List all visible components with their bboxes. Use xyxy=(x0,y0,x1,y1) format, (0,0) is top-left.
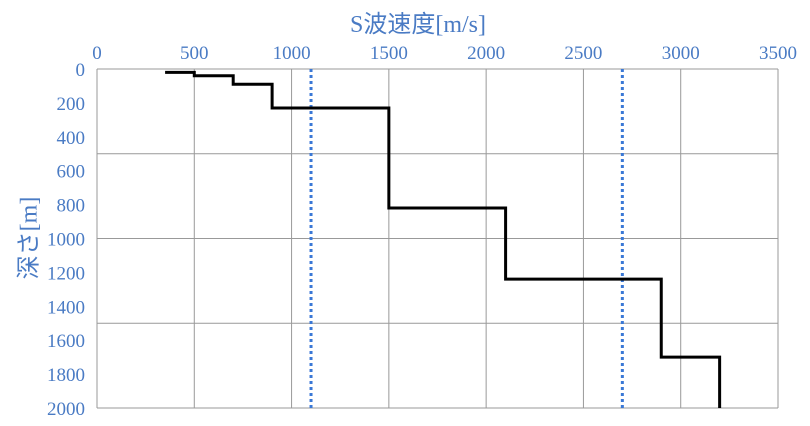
x-tick-label: 1000 xyxy=(273,43,311,64)
y-tick-label: 1400 xyxy=(47,297,85,318)
y-tick-label: 0 xyxy=(76,60,86,81)
y-tick-label: 1600 xyxy=(47,331,85,352)
velocity-profile xyxy=(165,70,722,408)
y-tick-label: 1800 xyxy=(47,365,85,386)
y-tick-label: 1000 xyxy=(47,230,85,251)
x-tick-label: 3500 xyxy=(759,43,797,64)
y-tick-label: 1200 xyxy=(47,263,85,284)
y-tick-label: 800 xyxy=(57,196,86,217)
x-axis-title: S波速度[m/s] xyxy=(349,12,486,38)
reference-lines xyxy=(309,69,624,408)
grid-lines xyxy=(96,68,779,409)
y-tick-label: 200 xyxy=(57,94,86,115)
y-tick-label: 400 xyxy=(57,128,86,149)
x-tick-label: 2000 xyxy=(467,43,505,64)
y-axis-ticks: 0 200 400 600 800 1000 1200 1400 1600 1800 2000 xyxy=(47,60,85,420)
x-tick-label: 2500 xyxy=(564,43,602,64)
x-tick-label: 0 xyxy=(92,43,102,64)
y-tick-label: 600 xyxy=(57,162,86,183)
y-tick-label: 2000 xyxy=(47,399,85,420)
x-tick-label: 3000 xyxy=(662,43,700,64)
x-tick-label: 500 xyxy=(180,43,209,64)
velocity-step-line xyxy=(165,70,722,408)
x-tick-label: 1500 xyxy=(370,43,408,64)
x-axis-ticks: 0 500 1000 1500 2000 2500 3000 3500 xyxy=(92,43,797,64)
